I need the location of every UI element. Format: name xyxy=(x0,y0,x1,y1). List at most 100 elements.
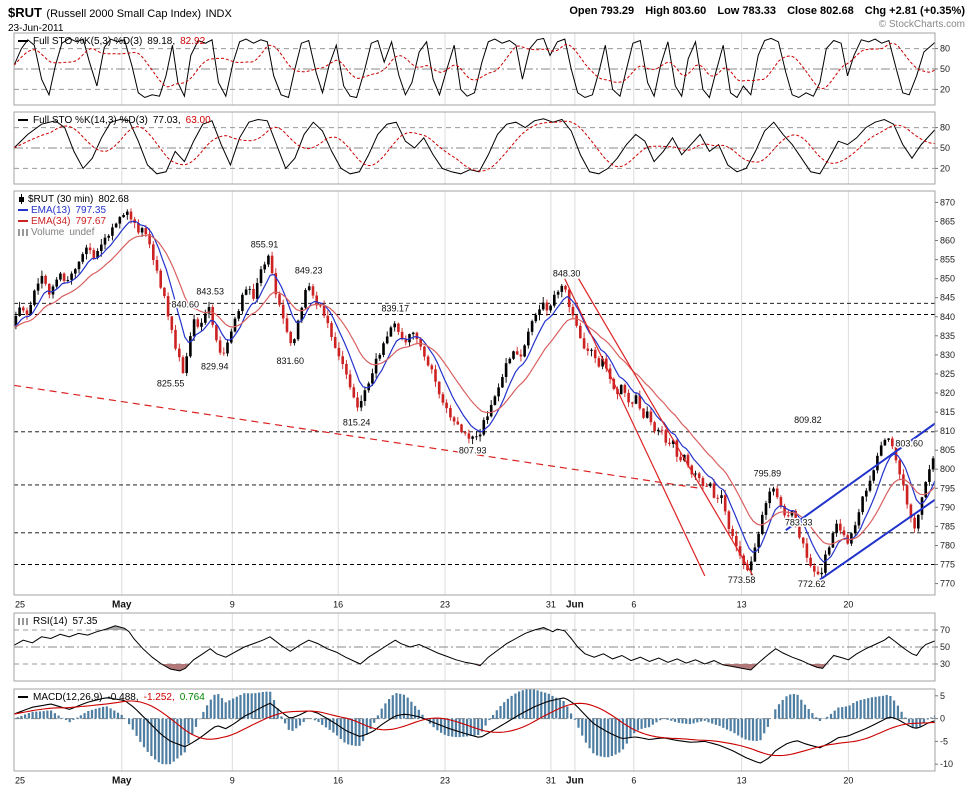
line-swatch-icon xyxy=(18,220,28,223)
svg-text:25: 25 xyxy=(15,776,25,786)
sto-slow-legend: Full STO %K(14,3) %D(3) 77.03, 63.00 xyxy=(18,115,211,126)
svg-text:13: 13 xyxy=(737,600,747,610)
svg-text:80: 80 xyxy=(940,123,950,133)
svg-text:830: 830 xyxy=(940,350,955,360)
svg-text:23: 23 xyxy=(440,600,450,610)
svg-text:30: 30 xyxy=(940,659,950,669)
svg-text:839.17: 839.17 xyxy=(382,303,410,313)
svg-text:9: 9 xyxy=(230,600,235,610)
price-legend-row-symbol: $RUT (30 min) 802.68 xyxy=(18,194,129,205)
chg-value: +2.81 (+0.35%) xyxy=(889,5,965,17)
volume-icon xyxy=(18,228,28,236)
svg-text:825.55: 825.55 xyxy=(157,379,185,389)
svg-text:800: 800 xyxy=(940,464,955,474)
svg-text:829.94: 829.94 xyxy=(201,361,229,371)
macd-label: MACD(12,26,9) xyxy=(33,692,103,703)
svg-text:840: 840 xyxy=(940,312,955,322)
svg-text:840.60: 840.60 xyxy=(172,300,200,310)
svg-text:795.89: 795.89 xyxy=(754,468,782,478)
open-value: 793.29 xyxy=(600,5,635,17)
volume-value: undef xyxy=(69,227,95,238)
ema34-value: 797.67 xyxy=(75,216,107,227)
svg-text:-10: -10 xyxy=(940,759,953,769)
rsi-legend: RSI(14) 57.35 xyxy=(18,616,97,627)
svg-text:835: 835 xyxy=(940,331,955,341)
svg-text:25: 25 xyxy=(15,600,25,610)
svg-text:820: 820 xyxy=(940,388,955,398)
svg-text:860: 860 xyxy=(940,236,955,246)
volume-label: Volume xyxy=(31,227,65,238)
open-label: Open xyxy=(569,5,598,17)
close-value: 802.68 xyxy=(820,5,854,17)
svg-text:783.33: 783.33 xyxy=(785,518,813,528)
sto-fast-k-value: 89.18, xyxy=(147,36,176,47)
svg-text:845: 845 xyxy=(940,293,955,303)
price-last-value: 802.68 xyxy=(98,194,129,205)
chg-label: Chg xyxy=(864,5,887,17)
svg-text:20: 20 xyxy=(843,600,853,610)
svg-text:772.62: 772.62 xyxy=(798,579,826,589)
svg-text:6: 6 xyxy=(631,776,636,786)
svg-text:20: 20 xyxy=(843,776,853,786)
svg-text:865: 865 xyxy=(940,216,955,226)
svg-text:849.23: 849.23 xyxy=(295,265,323,275)
svg-text:803.60: 803.60 xyxy=(895,438,923,448)
low-value: 783.33 xyxy=(742,5,777,17)
rsi-label: RSI(14) xyxy=(33,616,68,627)
svg-text:775: 775 xyxy=(940,560,955,570)
svg-text:50: 50 xyxy=(940,64,950,74)
svg-text:807.93: 807.93 xyxy=(459,446,487,456)
svg-text:13: 13 xyxy=(737,776,747,786)
macd-hist-value: 0.764 xyxy=(179,692,205,703)
svg-text:773.58: 773.58 xyxy=(728,575,756,585)
low-label: Low xyxy=(717,5,740,17)
svg-text:843.53: 843.53 xyxy=(196,287,224,297)
svg-text:870: 870 xyxy=(940,197,955,207)
indicator-icon xyxy=(18,617,28,625)
svg-text:825: 825 xyxy=(940,369,955,379)
line-swatch-icon xyxy=(18,119,28,122)
rsi-value: 57.35 xyxy=(72,616,98,627)
svg-text:855.91: 855.91 xyxy=(251,239,279,249)
svg-text:6: 6 xyxy=(631,600,636,610)
svg-text:815.24: 815.24 xyxy=(343,418,371,428)
chart-date: 23-Jun-2011 xyxy=(8,23,64,34)
svg-text:770: 770 xyxy=(940,579,955,589)
svg-text:31: 31 xyxy=(546,600,556,610)
chart-header: $RUT (Russell 2000 Small Cap Index) INDX… xyxy=(8,4,232,34)
svg-text:Jun: Jun xyxy=(566,776,584,787)
svg-text:Jun: Jun xyxy=(566,600,584,611)
symbol: $RUT xyxy=(8,5,42,20)
ema13-value: 797.35 xyxy=(75,205,107,216)
quote-summary: Open 793.29 High 803.60 Low 783.33 Close 802… xyxy=(569,5,965,30)
sto-slow-d-value: 63.00 xyxy=(185,115,211,126)
symbol-name: (Russell 2000 Small Cap Index) xyxy=(46,8,202,20)
sto-fast-legend: Full STO %K(5,3) %D(3) 89.18, 82.92 xyxy=(18,36,205,47)
sto-slow-label: Full STO %K(14,3) %D(3) xyxy=(33,115,148,126)
svg-text:848.30: 848.30 xyxy=(553,269,581,279)
svg-text:50: 50 xyxy=(940,642,950,652)
ema13-label: EMA(13) xyxy=(31,205,71,216)
svg-text:809.82: 809.82 xyxy=(794,415,822,425)
line-swatch-icon xyxy=(18,209,28,212)
price-legend-row-volume: Volume undef xyxy=(18,227,129,238)
svg-text:785: 785 xyxy=(940,521,955,531)
svg-text:780: 780 xyxy=(940,540,955,550)
macd-legend: MACD(12,26,9) -0.488, -1.252, 0.764 xyxy=(18,692,205,703)
svg-text:20: 20 xyxy=(940,84,950,94)
svg-text:850: 850 xyxy=(940,274,955,284)
macd-value: -0.488, xyxy=(107,692,139,703)
high-value: 803.60 xyxy=(672,5,707,17)
svg-text:5: 5 xyxy=(940,691,945,701)
svg-text:16: 16 xyxy=(333,776,343,786)
line-swatch-icon xyxy=(18,40,28,43)
quote-line: Open 793.29 High 803.60 Low 783.33 Close 802… xyxy=(569,5,965,17)
svg-text:70: 70 xyxy=(940,625,950,635)
copyright: © StockCharts.com xyxy=(878,19,965,30)
svg-text:831.60: 831.60 xyxy=(277,356,305,366)
svg-text:20: 20 xyxy=(940,163,950,173)
close-label: Close xyxy=(787,5,818,17)
svg-text:May: May xyxy=(112,600,132,611)
price-legend: $RUT (30 min) 802.68 EMA(13) 797.35 EMA(34… xyxy=(18,194,129,238)
